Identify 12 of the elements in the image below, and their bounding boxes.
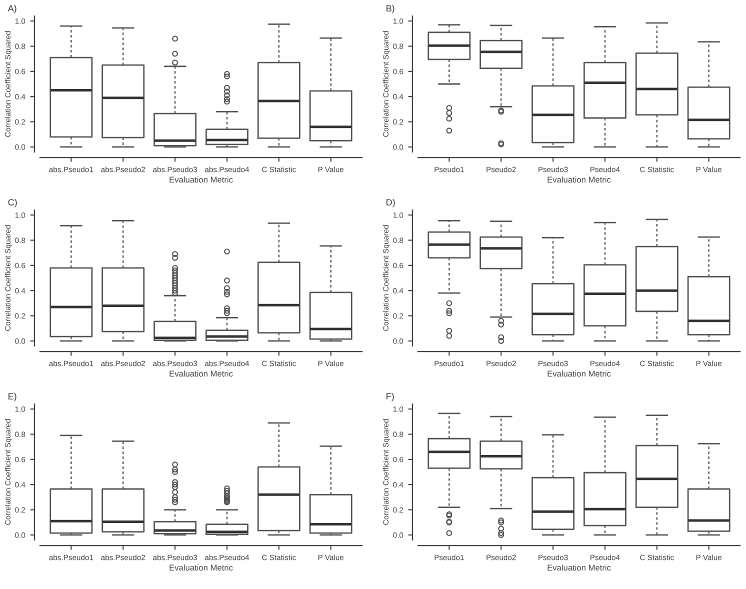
x-axis-title: Evaluation Metric bbox=[548, 176, 611, 183]
chart-title: E) bbox=[8, 392, 16, 402]
chart-title: D) bbox=[386, 198, 395, 208]
x-axis-title: Evaluation Metric bbox=[170, 564, 233, 571]
chart-title: B) bbox=[386, 4, 394, 14]
x-axis-title: Evaluation Metric bbox=[170, 370, 233, 377]
chart-title: A) bbox=[8, 4, 16, 14]
x-axis-title: Evaluation Metric bbox=[170, 176, 233, 183]
x-axis-title: Evaluation Metric bbox=[548, 564, 611, 571]
chart-title: C) bbox=[8, 198, 17, 208]
chart-title: F) bbox=[386, 392, 394, 402]
x-axis-title: Evaluation Metric bbox=[548, 370, 611, 377]
